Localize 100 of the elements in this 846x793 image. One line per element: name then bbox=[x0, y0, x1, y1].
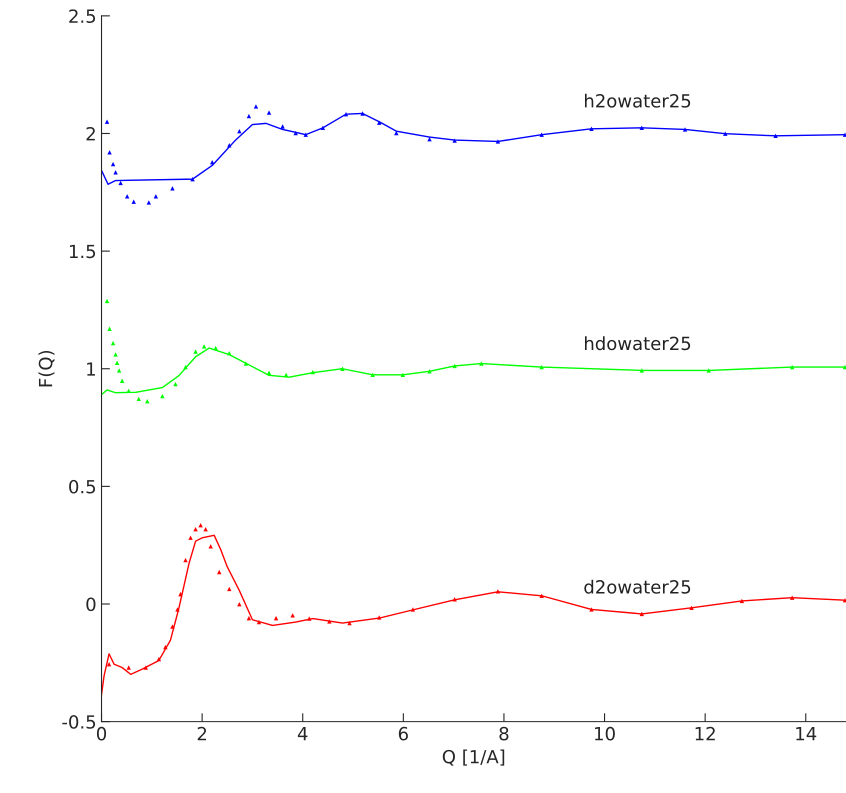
x-tick-label: 12 bbox=[696, 726, 715, 740]
point bbox=[320, 126, 326, 130]
point bbox=[640, 368, 644, 373]
point bbox=[723, 132, 728, 136]
point bbox=[104, 298, 110, 304]
x-axis-title: Q [1/A] bbox=[442, 750, 504, 766]
point bbox=[682, 127, 688, 132]
point bbox=[790, 595, 794, 600]
point bbox=[640, 126, 644, 130]
point bbox=[227, 143, 232, 148]
point bbox=[452, 597, 457, 602]
point bbox=[280, 124, 285, 129]
point bbox=[116, 368, 122, 373]
x-tick-label: 6 bbox=[398, 726, 408, 740]
x-tick-label: 4 bbox=[298, 727, 308, 740]
point bbox=[344, 112, 348, 116]
y-tick-label: 0.5 bbox=[69, 480, 96, 494]
y-tick-label: 0 bbox=[86, 597, 96, 612]
point bbox=[237, 128, 242, 134]
point bbox=[113, 352, 118, 357]
point bbox=[154, 194, 158, 198]
point bbox=[274, 616, 278, 620]
point bbox=[160, 394, 165, 398]
point bbox=[304, 132, 308, 137]
point bbox=[400, 372, 406, 378]
point bbox=[290, 613, 295, 618]
point bbox=[427, 369, 432, 374]
point bbox=[210, 160, 214, 164]
point bbox=[307, 616, 312, 621]
point bbox=[740, 598, 744, 604]
point bbox=[132, 200, 136, 204]
point bbox=[104, 120, 110, 124]
y-tick-label: 1.5 bbox=[70, 244, 96, 258]
point bbox=[237, 602, 242, 606]
y-tick-label: -0.5 bbox=[62, 715, 96, 729]
point bbox=[256, 620, 262, 624]
point bbox=[496, 139, 500, 144]
point bbox=[175, 607, 180, 612]
point bbox=[340, 366, 345, 371]
point bbox=[706, 368, 711, 373]
y-tick-label: 2 bbox=[86, 126, 95, 140]
series-label: h2owater25 bbox=[584, 94, 690, 108]
series-label: hdowater25 bbox=[585, 336, 690, 350]
series-label: d2owater25 bbox=[584, 580, 690, 594]
point bbox=[266, 370, 272, 375]
point bbox=[842, 598, 846, 602]
point bbox=[842, 132, 846, 137]
point bbox=[145, 399, 150, 404]
point bbox=[106, 662, 112, 666]
point bbox=[842, 364, 846, 370]
point bbox=[203, 526, 208, 532]
point bbox=[347, 620, 352, 626]
point bbox=[227, 586, 232, 592]
point bbox=[370, 372, 375, 378]
point bbox=[170, 624, 175, 629]
point bbox=[156, 656, 162, 662]
point bbox=[360, 111, 365, 116]
line-series bbox=[102, 534, 846, 696]
point bbox=[589, 607, 594, 612]
point bbox=[188, 535, 193, 540]
point bbox=[198, 522, 203, 528]
point bbox=[246, 616, 252, 620]
point bbox=[136, 396, 141, 402]
point bbox=[124, 194, 130, 198]
point bbox=[114, 360, 120, 366]
y-axis-title: F(Q) bbox=[38, 350, 54, 386]
y-tick-label: 2.5 bbox=[69, 9, 96, 23]
point bbox=[208, 544, 213, 549]
point bbox=[163, 644, 168, 650]
point bbox=[126, 665, 131, 670]
point bbox=[496, 589, 500, 594]
point bbox=[410, 607, 416, 612]
point bbox=[193, 526, 198, 532]
point bbox=[539, 364, 544, 370]
point bbox=[193, 349, 198, 354]
point bbox=[107, 150, 112, 155]
point bbox=[293, 130, 298, 136]
point bbox=[120, 378, 124, 383]
point bbox=[246, 114, 252, 118]
point bbox=[190, 176, 195, 182]
point bbox=[113, 170, 118, 174]
point bbox=[178, 592, 183, 596]
x-tick-label: 8 bbox=[499, 726, 508, 740]
point bbox=[170, 186, 175, 190]
point bbox=[539, 594, 544, 598]
point bbox=[452, 138, 457, 143]
point bbox=[479, 361, 484, 366]
point bbox=[790, 364, 794, 370]
x-tick-label: 2 bbox=[198, 726, 206, 740]
point bbox=[640, 612, 644, 616]
point bbox=[183, 364, 188, 370]
point bbox=[110, 162, 116, 166]
point bbox=[254, 104, 258, 109]
point bbox=[118, 180, 123, 186]
x-tick-label: 14 bbox=[796, 727, 816, 740]
point bbox=[244, 361, 248, 366]
line-series bbox=[102, 112, 846, 185]
point bbox=[773, 134, 778, 138]
point bbox=[689, 606, 694, 610]
point bbox=[107, 326, 112, 331]
